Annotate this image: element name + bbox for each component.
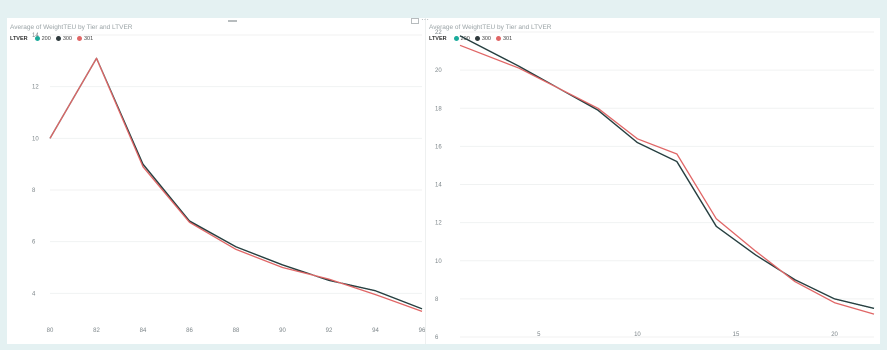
x-tick-label: 88 bbox=[233, 328, 240, 334]
y-tick-label: 14 bbox=[435, 183, 442, 189]
x-tick-label: 90 bbox=[279, 328, 286, 334]
line-chart-left: 4 6 8 10 12 14 80 82 84 86 88 90 92 94 96 bbox=[32, 33, 426, 334]
legend-label: 301 bbox=[503, 35, 513, 42]
legend-title: LTVER bbox=[10, 35, 28, 42]
focus-mode-icon[interactable] bbox=[411, 18, 419, 24]
legend-dot-icon bbox=[55, 36, 61, 41]
report-canvas: Average of WeightTEU by Tier and LTVER L… bbox=[7, 18, 880, 344]
y-tick-label: 10 bbox=[32, 136, 39, 142]
chart-title: Average of WeightTEU by Tier and LTVER bbox=[429, 24, 552, 31]
x-tick-label: 20 bbox=[831, 332, 838, 338]
chart-title: Average of WeightTEU by Tier and LTVER bbox=[10, 24, 133, 31]
legend-label: 300 bbox=[481, 35, 491, 42]
y-tick-label: 8 bbox=[435, 297, 439, 303]
y-tick-label: 22 bbox=[435, 30, 442, 36]
legend-dot-icon bbox=[77, 36, 82, 41]
legend-item-301[interactable]: 301 bbox=[496, 36, 512, 42]
more-options-icon[interactable]: ··· bbox=[421, 15, 429, 24]
legend-item-300[interactable]: 300 bbox=[474, 35, 491, 42]
chart-legend: LTVER 200 300 301 bbox=[10, 34, 93, 43]
chart-panel-left[interactable]: Average of WeightTEU by Tier and LTVER L… bbox=[7, 18, 426, 344]
legend-dot-icon bbox=[474, 36, 480, 41]
y-tick-label: 4 bbox=[32, 291, 36, 297]
legend-label: 200 bbox=[41, 35, 51, 42]
x-tick-label: 86 bbox=[186, 328, 193, 334]
x-tick-label: 92 bbox=[326, 328, 333, 334]
y-tick-label: 10 bbox=[435, 259, 442, 265]
y-tick-label: 16 bbox=[435, 144, 442, 150]
y-tick-label: 14 bbox=[32, 33, 39, 39]
legend-dot-icon bbox=[34, 36, 40, 41]
legend-dot-icon bbox=[453, 36, 459, 41]
series-line-200 bbox=[49, 57, 423, 310]
x-tick-label: 80 bbox=[47, 328, 54, 334]
series-line-300 bbox=[459, 35, 875, 310]
x-tick-label: 5 bbox=[537, 332, 541, 338]
x-tick-label: 82 bbox=[93, 328, 100, 334]
y-tick-label: 20 bbox=[435, 68, 442, 74]
x-tick-label: 15 bbox=[733, 332, 740, 338]
y-tick-label: 12 bbox=[32, 85, 39, 91]
series-line-301 bbox=[49, 57, 423, 313]
x-tick-label: 84 bbox=[140, 328, 147, 334]
legend-item-300[interactable]: 300 bbox=[55, 35, 72, 42]
x-tick-label: 10 bbox=[634, 332, 641, 338]
series-line-300 bbox=[49, 57, 423, 310]
chart-panel-right[interactable]: Average of WeightTEU by Tier and LTVER L… bbox=[425, 18, 881, 344]
y-tick-label: 12 bbox=[435, 221, 442, 227]
y-tick-label: 6 bbox=[32, 240, 36, 246]
drag-handle-icon[interactable] bbox=[228, 20, 237, 22]
x-tick-label: 94 bbox=[372, 328, 379, 334]
legend-item-301[interactable]: 301 bbox=[77, 36, 93, 42]
legend-item-200[interactable]: 200 bbox=[34, 35, 51, 42]
series-line-301 bbox=[459, 44, 875, 315]
legend-label: 301 bbox=[84, 35, 94, 42]
y-tick-label: 8 bbox=[32, 188, 36, 194]
legend-label: 300 bbox=[62, 35, 72, 42]
legend-title: LTVER bbox=[429, 35, 447, 42]
series-line-200 bbox=[459, 35, 875, 310]
x-tick-label: 96 bbox=[419, 328, 426, 334]
y-tick-label: 6 bbox=[435, 335, 439, 341]
legend-dot-icon bbox=[496, 36, 501, 41]
y-tick-label: 18 bbox=[435, 106, 442, 112]
line-chart-right: 6 8 10 12 14 16 18 20 22 5 10 15 20 bbox=[435, 30, 875, 341]
